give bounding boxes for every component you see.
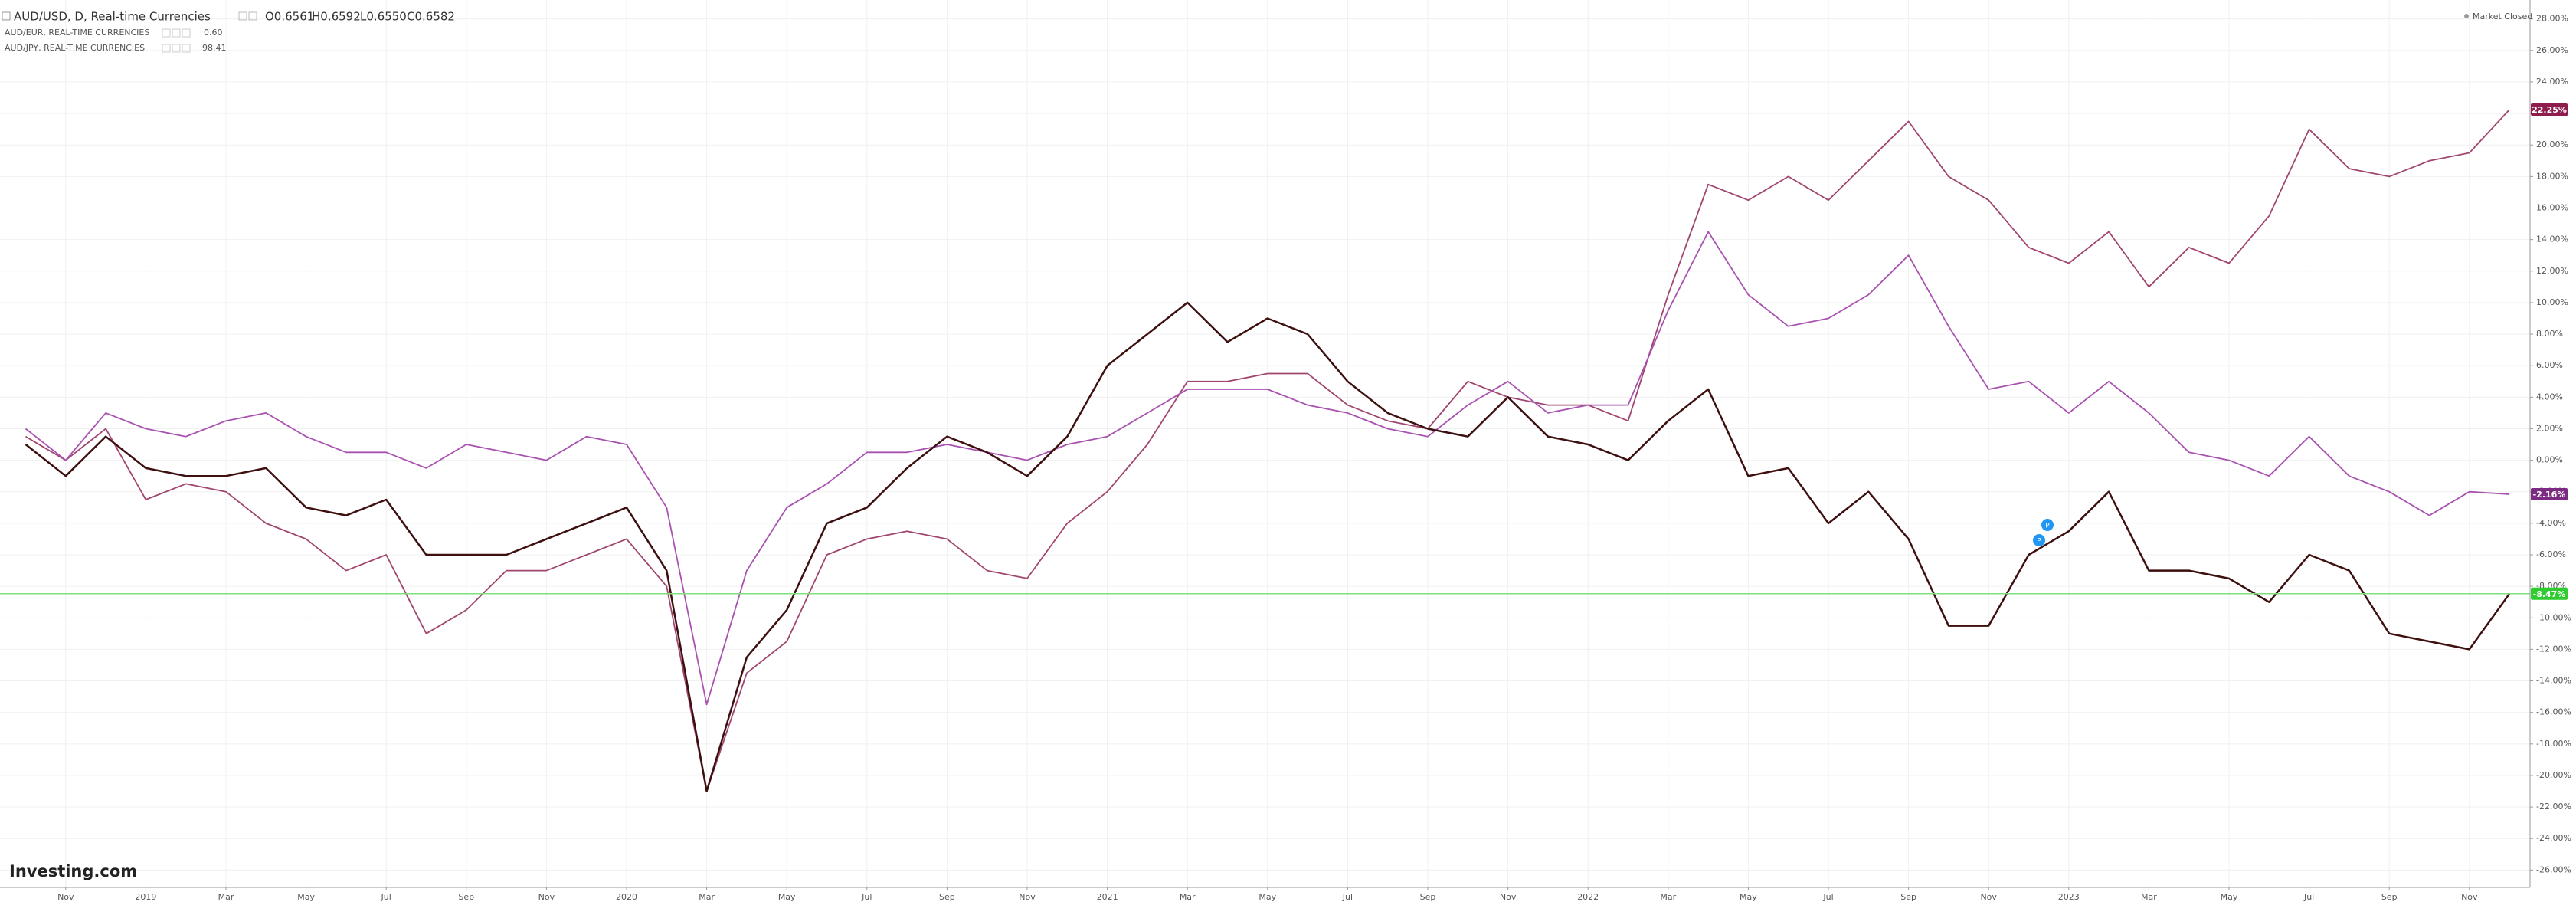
y-tick-label: -6.00% [2536,549,2566,559]
series-line [25,109,2510,792]
y-tick-label: -4.00% [2536,518,2566,528]
legend-icon[interactable] [162,28,171,38]
ohlc-high: H0.6592 [312,10,361,24]
x-tick-label: Nov [1019,892,1036,902]
collapse-icon[interactable] [2,11,11,21]
legend-value: 98.41 [202,43,227,53]
x-tick-label: Mar [699,892,715,902]
y-tick-label: 4.00% [2536,392,2563,402]
x-tick-label: Mar [2141,892,2157,902]
x-tick-label: 2022 [1577,892,1599,902]
y-tick-label: -22.00% [2536,802,2571,812]
legend-icon[interactable] [172,28,181,38]
x-tick-label: Jul [381,892,391,902]
y-tick-label: 0.00% [2536,455,2563,465]
y-tick-label: 2.00% [2536,423,2563,433]
y-tick-label: 12.00% [2536,266,2568,276]
series-line [25,301,2511,792]
market-status: Market Closed [2473,11,2532,21]
y-tick-label: -20.00% [2536,770,2571,780]
x-tick-label: Sep [1900,892,1916,902]
last-value-label: -8.47% [2533,589,2566,599]
y-tick-label: -18.00% [2536,739,2571,749]
last-value-box [2531,587,2568,600]
y-tick-label: -26.00% [2536,864,2571,874]
x-tick-label: Nov [1980,892,1997,902]
legend-icon[interactable] [172,44,181,53]
last-value-label: -2.16% [2533,490,2566,500]
y-tick-label: 24.00% [2536,77,2568,87]
legend-icon[interactable] [162,44,171,53]
x-tick-label: 2021 [1097,892,1118,902]
event-marker[interactable] [2041,519,2054,531]
x-tick-label: Nov [2461,892,2478,902]
x-tick-label: Sep [1420,892,1436,902]
last-value-box [2531,488,2568,501]
y-tick-label: 6.00% [2536,360,2563,370]
x-tick-label: Jul [861,892,872,902]
status-dot [2464,14,2469,18]
y-tick-label: -12.00% [2536,644,2571,654]
x-tick-label: Mar [218,892,234,902]
x-tick-label: May [1740,892,1757,902]
axes: 28.00%26.00%24.00%22.00%20.00%18.00%16.0… [57,14,2571,902]
x-tick-label: Sep [939,892,955,902]
x-tick-label: May [2221,892,2238,902]
y-tick-label: 8.00% [2536,329,2563,339]
settings-icon[interactable] [238,11,247,21]
x-tick-label: Jul [2303,892,2314,902]
y-tick-label: -16.00% [2536,707,2571,717]
legend-value: 0.60 [204,28,223,38]
y-tick-label: 20.00% [2536,139,2568,149]
x-tick-label: Nov [1500,892,1517,902]
x-tick-label: Sep [2381,892,2398,902]
x-tick-label: 2020 [616,892,637,902]
y-tick-label: 28.00% [2536,14,2568,24]
legend-entry: AUD/JPY, REAL-TIME CURRENCIES [5,43,145,53]
y-tick-label: 26.00% [2536,45,2568,55]
x-tick-label: Mar [1180,892,1196,902]
header: AUD/USD, D, Real-time Currencies O0.6561… [2,10,2532,880]
series-line [25,231,2510,706]
last-value-label: 22.25% [2532,105,2567,115]
x-tick-label: Jul [1342,892,1353,902]
x-tick-label: May [297,892,315,902]
event-markers: P P [2033,519,2054,546]
event-marker-icon: P [2045,523,2050,530]
ohlc-close: C0.6582 [407,10,455,24]
logo: Investing.com [9,862,137,880]
legend-icon[interactable] [182,44,191,53]
x-tick-label: Nov [57,892,74,902]
event-marker[interactable] [2033,534,2045,546]
event-marker-icon: P [2037,538,2041,546]
y-tick-label: 10.00% [2536,297,2568,307]
y-tick-label: -14.00% [2536,676,2571,686]
ohlc-open: O0.6561 [265,10,314,24]
y-tick-label: 18.00% [2536,171,2568,181]
ohlc-low: L0.6550 [360,10,407,24]
x-tick-label: Mar [1660,892,1676,902]
plot [0,109,2530,792]
x-tick-label: May [778,892,796,902]
y-tick-label: 14.00% [2536,234,2568,244]
x-tick-label: Jul [1822,892,1833,902]
legend-entry: AUD/EUR, REAL-TIME CURRENCIES [5,28,149,38]
legend-icon[interactable] [182,28,191,38]
last-value-box [2531,103,2568,116]
x-tick-label: May [1259,892,1276,902]
grid [0,0,2530,887]
x-tick-label: Sep [458,892,474,902]
x-tick-label: 2019 [135,892,156,902]
x-tick-label: 2023 [2058,892,2080,902]
main-title: AUD/USD, D, Real-time Currencies [14,10,211,24]
settings-icon[interactable] [248,11,257,21]
y-tick-label: 16.00% [2536,203,2568,213]
y-tick-label: -24.00% [2536,833,2571,843]
x-tick-label: Nov [538,892,555,902]
y-tick-label: -10.00% [2536,612,2571,622]
